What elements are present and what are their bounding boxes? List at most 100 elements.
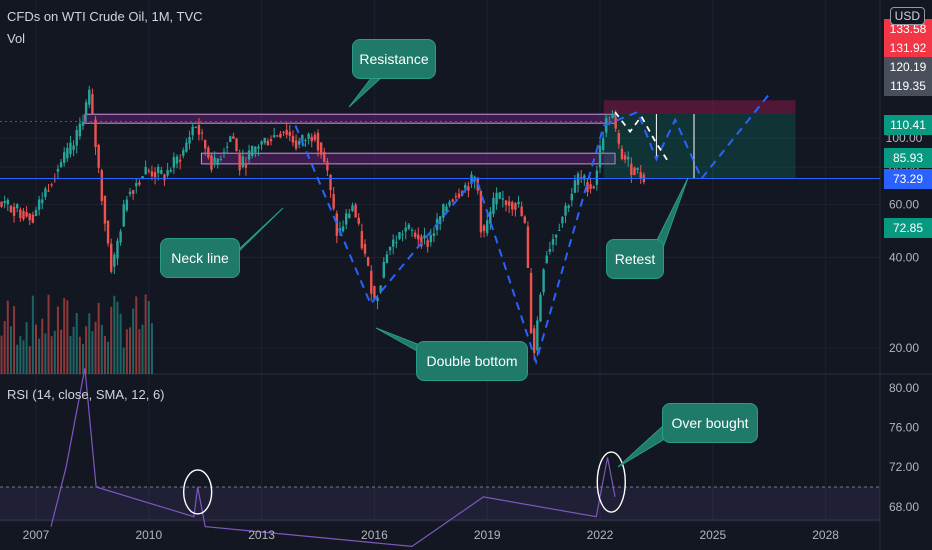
candle-body: [166, 170, 169, 176]
candle-body: [41, 199, 44, 204]
volume-bars: [0, 294, 153, 374]
candle-body: [614, 117, 617, 129]
candle-body: [586, 181, 589, 192]
volume-bar: [125, 329, 128, 374]
candle-body: [304, 140, 307, 142]
price-tick: 20.00: [889, 341, 919, 355]
volume-bar: [94, 321, 97, 374]
candle-body: [627, 156, 630, 160]
candle-body: [63, 152, 66, 163]
candle-body: [75, 129, 78, 146]
projection-path: [294, 93, 770, 366]
volume-bar: [60, 329, 63, 374]
volume-bar: [38, 338, 41, 374]
candle-body: [536, 320, 539, 351]
rsi-tick: 68.00: [889, 500, 919, 514]
candle-body: [247, 150, 251, 160]
candle-body: [47, 190, 50, 192]
candle-body: [238, 152, 241, 171]
candle-body: [636, 167, 639, 170]
candle-body: [630, 163, 633, 176]
candle-body: [492, 197, 495, 214]
retest-callout: Retest: [606, 239, 664, 279]
candle-body: [520, 206, 523, 216]
candle-body: [279, 133, 282, 138]
candle-body: [523, 216, 526, 223]
candle-body: [81, 122, 85, 126]
volume-bar: [100, 324, 103, 374]
volume-bar: [50, 336, 53, 374]
candle-body: [97, 144, 100, 168]
candle-body: [539, 294, 542, 322]
neck-line-callout: Neck line: [160, 238, 240, 278]
candle-body: [160, 170, 163, 174]
candle-body: [639, 172, 642, 178]
time-tick: 2010: [135, 528, 162, 542]
candle-body: [467, 186, 470, 191]
candle-body: [78, 123, 82, 137]
candle-body: [370, 270, 373, 294]
currency-label[interactable]: USD: [889, 7, 925, 25]
candle-body: [542, 269, 545, 293]
resistance-zone: [200, 152, 616, 165]
candle-body: [285, 129, 288, 135]
candle-body: [172, 157, 176, 168]
candle-body: [592, 186, 595, 189]
price-label: 120.19: [884, 57, 932, 77]
candle-body: [106, 220, 110, 244]
price-tick: 60.00: [889, 198, 919, 212]
candle-body: [222, 151, 226, 154]
volume-bar: [132, 308, 135, 374]
candle-body: [144, 166, 147, 175]
volume-bar: [91, 331, 94, 374]
volume-bar: [113, 295, 116, 374]
time-tick: 2028: [812, 528, 839, 542]
candle-body: [345, 213, 348, 225]
candle-body: [72, 145, 75, 150]
time-tick: 2016: [361, 528, 388, 542]
candle-body: [332, 194, 335, 209]
candle-body: [207, 147, 210, 158]
volume-bar: [88, 313, 91, 374]
price-label: 131.92: [884, 38, 932, 58]
candle-body: [451, 199, 454, 202]
candle-body: [410, 229, 414, 231]
volume-bar: [63, 298, 66, 374]
candle-body: [620, 148, 624, 160]
rsi-line: [50, 368, 616, 548]
candle-body: [301, 135, 304, 143]
volume-bar: [35, 324, 37, 374]
volume-bar: [3, 321, 6, 374]
volume-bar: [9, 326, 12, 374]
candle-body: [445, 206, 448, 212]
candle-body: [413, 232, 417, 238]
candle-body: [564, 205, 567, 216]
candle-body: [601, 138, 605, 150]
candle-body: [266, 140, 270, 146]
candle-body: [611, 114, 614, 118]
candle-body: [197, 125, 201, 135]
candle-body: [235, 138, 238, 151]
rsi-pane: [0, 368, 880, 548]
volume-bar: [47, 294, 50, 374]
candle-body: [351, 205, 354, 212]
candle-body: [16, 204, 19, 209]
candle-body: [6, 199, 9, 205]
candle-body: [66, 147, 69, 159]
candle-body: [633, 167, 636, 176]
candle-body: [44, 188, 47, 198]
candle-body: [498, 192, 501, 199]
rsi-tick: 72.00: [889, 460, 919, 474]
candle-body: [216, 158, 219, 165]
price-label: 85.93: [884, 147, 932, 168]
candle-body: [360, 230, 364, 249]
candle-body: [379, 285, 382, 293]
candle-body: [91, 94, 94, 114]
candle-body: [69, 142, 72, 155]
candle-body: [567, 205, 570, 208]
volume-bar: [122, 347, 125, 374]
candle-body: [382, 261, 385, 278]
candle-body: [495, 192, 498, 205]
candle-body: [479, 191, 483, 233]
candle-body: [219, 158, 223, 160]
